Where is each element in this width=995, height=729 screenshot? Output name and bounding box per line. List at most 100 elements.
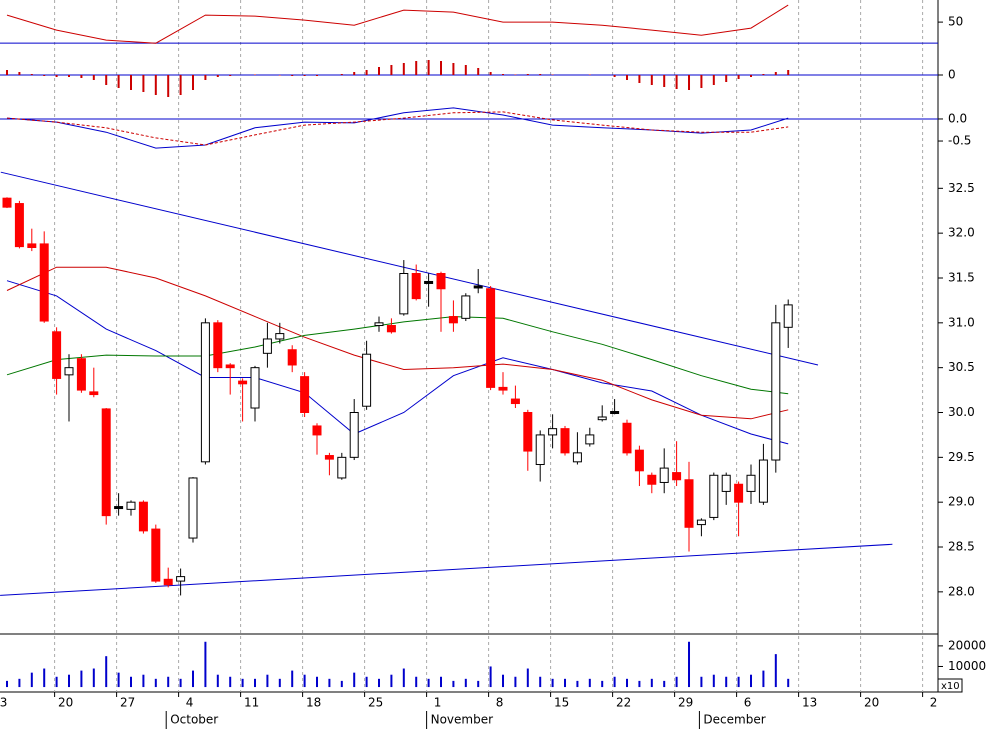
- x-tick-label: 27: [120, 696, 135, 710]
- candle-body: [548, 428, 558, 436]
- bar: [626, 678, 629, 688]
- bar: [762, 670, 765, 688]
- bar: [725, 676, 728, 688]
- candle-body: [176, 576, 186, 582]
- bar: [712, 674, 715, 688]
- bar: [92, 75, 95, 80]
- candle-body: [783, 304, 793, 328]
- candle-body: [275, 333, 285, 340]
- candle-body: [200, 322, 210, 463]
- y-tick-label: 31.0: [948, 315, 975, 329]
- x-tick-label: 25: [368, 696, 383, 710]
- bar: [402, 63, 405, 75]
- bar: [700, 676, 703, 688]
- x-tick-label: 22: [616, 696, 631, 710]
- candle-body: [696, 519, 706, 526]
- bar: [80, 670, 83, 688]
- bar: [390, 674, 393, 688]
- y-tick-label: 20000: [948, 638, 986, 652]
- bar: [241, 678, 244, 688]
- candle-body: [188, 477, 198, 539]
- candle-body: [473, 285, 483, 289]
- candle-body: [448, 316, 458, 324]
- x-tick-label: 15: [554, 696, 569, 710]
- scale-note-box: [937, 678, 963, 693]
- candle-body: [114, 506, 124, 510]
- bar: [204, 75, 207, 80]
- bar: [613, 75, 616, 77]
- candle-body: [213, 322, 223, 369]
- bar: [55, 75, 58, 77]
- candle-body: [238, 380, 248, 385]
- bar: [774, 654, 777, 688]
- candle-body: [684, 479, 694, 528]
- x-tick-label: 4: [186, 696, 194, 710]
- candle-body: [498, 386, 508, 391]
- candle-body: [486, 288, 496, 388]
- y-tick-label: 0: [948, 68, 956, 82]
- bar: [167, 676, 170, 688]
- x-tick-label: 6: [744, 696, 752, 710]
- candle-body: [2, 197, 12, 208]
- bar: [588, 74, 591, 75]
- y-tick-label: 30.5: [948, 360, 975, 374]
- candle-body: [374, 322, 384, 327]
- bar: [464, 678, 467, 688]
- line-series: [6, 4, 789, 44]
- x-tick-label: 3: [0, 696, 7, 710]
- candle-body: [411, 273, 421, 300]
- candle-body: [250, 367, 260, 409]
- bar: [650, 678, 653, 688]
- bar: [675, 75, 678, 89]
- bar: [737, 75, 740, 79]
- candle-body: [27, 243, 37, 249]
- bar: [452, 63, 455, 75]
- bar: [80, 75, 83, 78]
- bar: [787, 678, 790, 688]
- month-label: November: [431, 713, 493, 727]
- bar: [526, 668, 529, 688]
- bar: [167, 75, 170, 97]
- bar: [638, 75, 641, 83]
- x-tick-label: 11: [244, 696, 259, 710]
- bar: [663, 680, 666, 688]
- bar: [688, 75, 691, 90]
- bar: [390, 65, 393, 75]
- candle-body: [64, 367, 74, 376]
- bar: [229, 676, 232, 688]
- bar: [365, 70, 368, 75]
- x-tick-label: 13: [802, 696, 817, 710]
- bar: [192, 75, 195, 90]
- y-tick-label: 0.0: [948, 111, 967, 125]
- bar: [601, 680, 604, 688]
- candle-body: [138, 501, 148, 532]
- bar: [18, 72, 21, 75]
- bar: [477, 68, 480, 75]
- candle-body: [734, 483, 744, 503]
- bar: [774, 72, 777, 75]
- candle-body: [287, 349, 297, 366]
- bar: [340, 680, 343, 688]
- bar: [43, 75, 46, 76]
- bar: [588, 678, 591, 688]
- bar: [551, 74, 554, 75]
- bar: [353, 672, 356, 688]
- bar: [154, 678, 157, 688]
- bar: [204, 641, 207, 688]
- bar: [440, 61, 443, 75]
- bar: [564, 678, 567, 688]
- bar: [502, 74, 505, 75]
- bar: [353, 72, 356, 75]
- candle-body: [647, 474, 657, 485]
- line-series: [6, 111, 789, 146]
- bar: [316, 676, 319, 688]
- x-tick-label: 1: [434, 696, 442, 710]
- candle-body: [535, 434, 545, 466]
- candle-body: [151, 528, 161, 582]
- bar: [6, 680, 9, 688]
- bar: [30, 672, 33, 688]
- bar: [68, 75, 71, 77]
- bar: [117, 672, 120, 688]
- bar: [18, 678, 21, 688]
- bar: [68, 674, 71, 688]
